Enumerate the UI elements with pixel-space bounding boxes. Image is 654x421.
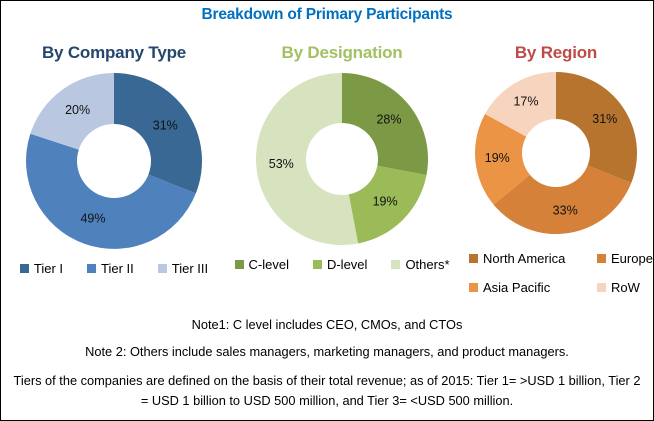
slice-asia-pacific	[475, 113, 530, 205]
slice-tier-ii	[26, 133, 196, 249]
legend-item-asia-pacific: Asia Pacific	[469, 280, 597, 295]
legend-item-tier-iii: Tier III	[157, 261, 209, 276]
slice-europe	[493, 165, 632, 234]
legend-region: North America Europe Asia Pacific RoW	[455, 251, 653, 295]
legend-swatch-others	[391, 260, 401, 269]
legend-designation: C-level D-level Others*	[234, 257, 450, 272]
legend-swatch-tier-i	[19, 264, 29, 273]
legend-item-europe: Europe	[597, 251, 653, 266]
legend-item-row: RoW	[597, 280, 653, 295]
chart-by-designation: By Designation 28% 19% 53% C-level D-level O…	[234, 43, 450, 272]
legend-item-others: Others*	[391, 257, 450, 272]
legend-label-others: Others*	[405, 257, 450, 272]
legend-label-tier-i: Tier I	[33, 261, 64, 276]
legend-label-c-level: C-level	[248, 257, 289, 272]
legend-label-north-america: North America	[483, 251, 566, 266]
chart-by-region: By Region 31% 33% 19% 17% North America Euro…	[455, 43, 653, 295]
slice-label-asia-pacific: 19%	[485, 151, 510, 165]
slice-label-d-level: 19%	[373, 194, 398, 208]
slice-c-level	[342, 73, 429, 176]
legend-swatch-asia-pacific	[469, 283, 478, 292]
chart-title-company-type: By Company Type	[41, 43, 187, 62]
slice-label-tier-ii: 49%	[80, 212, 105, 226]
slice-label-north-america: 31%	[592, 112, 617, 126]
slice-others	[256, 73, 359, 245]
donut-company-type: 31% 49% 20%	[9, 71, 219, 251]
slice-tier-iii	[30, 73, 115, 150]
legend-label-tier-iii: Tier III	[171, 261, 209, 276]
legend-label-asia-pacific: Asia Pacific	[483, 280, 551, 295]
legend-swatch-d-level	[312, 260, 322, 269]
note-1: Note1: C level includes CEO, CMOs, and C…	[191, 317, 463, 332]
legend-item-c-level: C-level	[234, 257, 289, 272]
legend-swatch-tier-iii	[157, 264, 167, 273]
legend-label-row: RoW	[611, 280, 640, 295]
slice-row	[485, 72, 556, 137]
slice-label-tier-iii: 20%	[65, 103, 90, 117]
slice-north-america	[556, 72, 637, 183]
donut-chart-by-designation: 28% 19% 53%	[256, 73, 429, 245]
legend-swatch-row	[597, 283, 606, 292]
donut-designation: 28% 19% 53%	[237, 71, 447, 247]
page-title: Breakdown of Primary Participants	[201, 6, 453, 23]
slice-label-row: 17%	[513, 94, 538, 108]
chart-by-company-type: By Company Type 31% 49% 20% Tier I Tier II T…	[9, 43, 219, 276]
legend-label-d-level: D-level	[326, 257, 368, 272]
legend-item-north-america: North America	[469, 251, 597, 266]
legend-swatch-c-level	[234, 260, 244, 269]
legend-swatch-tier-ii	[87, 264, 97, 273]
legend-swatch-europe	[597, 254, 606, 263]
slice-tier-i	[114, 73, 202, 194]
chart-title-designation: By Designation	[281, 43, 403, 62]
legend-swatch-north-america	[469, 254, 478, 263]
legend-company-type: Tier I Tier II Tier III	[9, 261, 219, 276]
donut-region: 31% 33% 19% 17%	[455, 71, 653, 235]
donut-chart-by-region: 31% 33% 19% 17%	[475, 72, 637, 234]
note-tiers: Tiers of the companies are defined on th…	[13, 373, 641, 408]
slice-label-europe: 33%	[553, 204, 578, 218]
legend-label-europe: Europe	[611, 251, 653, 266]
slice-label-tier-i: 31%	[153, 118, 178, 132]
legend-item-tier-ii: Tier II	[87, 261, 134, 276]
legend-item-d-level: D-level	[312, 257, 368, 272]
legend-item-tier-i: Tier I	[19, 261, 64, 276]
footnotes: Note1: C level includes CEO, CMOs, and C…	[9, 317, 645, 411]
slice-label-c-level: 28%	[376, 112, 401, 126]
chart-title-region: By Region	[514, 43, 598, 62]
slice-d-level	[348, 165, 427, 244]
slice-label-others: 53%	[269, 157, 294, 171]
legend-label-tier-ii: Tier II	[101, 261, 134, 276]
donut-chart-by-company-type: 31% 49% 20%	[26, 73, 202, 249]
note-2: Note 2: Others include sales managers, m…	[85, 344, 569, 359]
